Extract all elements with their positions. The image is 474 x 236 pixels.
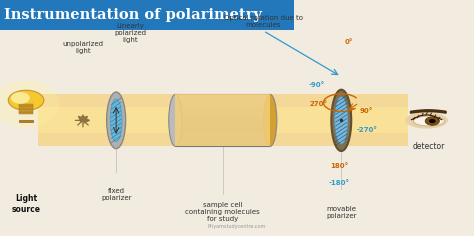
Ellipse shape xyxy=(425,117,439,125)
Text: -270°: -270° xyxy=(357,127,378,133)
Bar xyxy=(175,94,270,146)
Bar xyxy=(175,94,270,98)
Ellipse shape xyxy=(405,112,448,129)
Bar xyxy=(175,112,270,115)
FancyBboxPatch shape xyxy=(38,107,408,133)
Bar xyxy=(175,115,270,119)
Bar xyxy=(175,94,270,146)
Text: Linearly
polarized
light: Linearly polarized light xyxy=(114,23,146,43)
Bar xyxy=(19,104,33,106)
Text: Optical rotation due to
molecules: Optical rotation due to molecules xyxy=(224,15,302,28)
Text: -90°: -90° xyxy=(309,82,325,88)
FancyBboxPatch shape xyxy=(38,94,408,146)
Ellipse shape xyxy=(429,119,436,123)
Bar xyxy=(19,120,33,122)
Bar xyxy=(19,106,33,109)
Ellipse shape xyxy=(335,97,348,144)
Ellipse shape xyxy=(9,90,44,110)
Text: 270°: 270° xyxy=(310,101,328,107)
Text: -180°: -180° xyxy=(328,180,349,186)
Ellipse shape xyxy=(169,94,182,146)
Text: Light
source: Light source xyxy=(11,194,41,214)
Bar xyxy=(175,98,270,101)
Bar xyxy=(19,112,33,114)
Ellipse shape xyxy=(107,92,126,149)
Text: Priyamstudycentre.com: Priyamstudycentre.com xyxy=(208,224,266,229)
Bar xyxy=(19,109,33,112)
Bar xyxy=(175,129,270,132)
Bar xyxy=(175,122,270,126)
Text: 0°: 0° xyxy=(344,39,353,46)
Bar xyxy=(175,108,270,112)
Bar xyxy=(175,139,270,143)
Bar xyxy=(175,132,270,136)
Text: 180°: 180° xyxy=(330,163,348,169)
Text: Instrumentation of polarimetry: Instrumentation of polarimetry xyxy=(4,8,262,22)
Bar xyxy=(175,101,270,105)
Ellipse shape xyxy=(110,99,122,142)
Bar xyxy=(175,143,270,146)
Ellipse shape xyxy=(413,116,444,126)
Bar xyxy=(175,126,270,129)
Bar xyxy=(175,136,270,139)
Ellipse shape xyxy=(331,90,351,151)
FancyBboxPatch shape xyxy=(0,0,294,30)
Text: detector: detector xyxy=(413,142,445,151)
Ellipse shape xyxy=(11,92,30,104)
Ellipse shape xyxy=(264,94,277,146)
Bar xyxy=(175,105,270,108)
Text: unpolarized
light: unpolarized light xyxy=(63,41,103,54)
Bar xyxy=(175,119,270,122)
Text: movable
polarizer: movable polarizer xyxy=(326,206,356,219)
Bar xyxy=(175,131,270,146)
Text: sample cell
containing molecules
for study: sample cell containing molecules for stu… xyxy=(185,202,260,222)
Text: fixed
polarizer: fixed polarizer xyxy=(101,188,131,201)
Ellipse shape xyxy=(0,80,59,127)
Text: 90°: 90° xyxy=(359,108,373,114)
